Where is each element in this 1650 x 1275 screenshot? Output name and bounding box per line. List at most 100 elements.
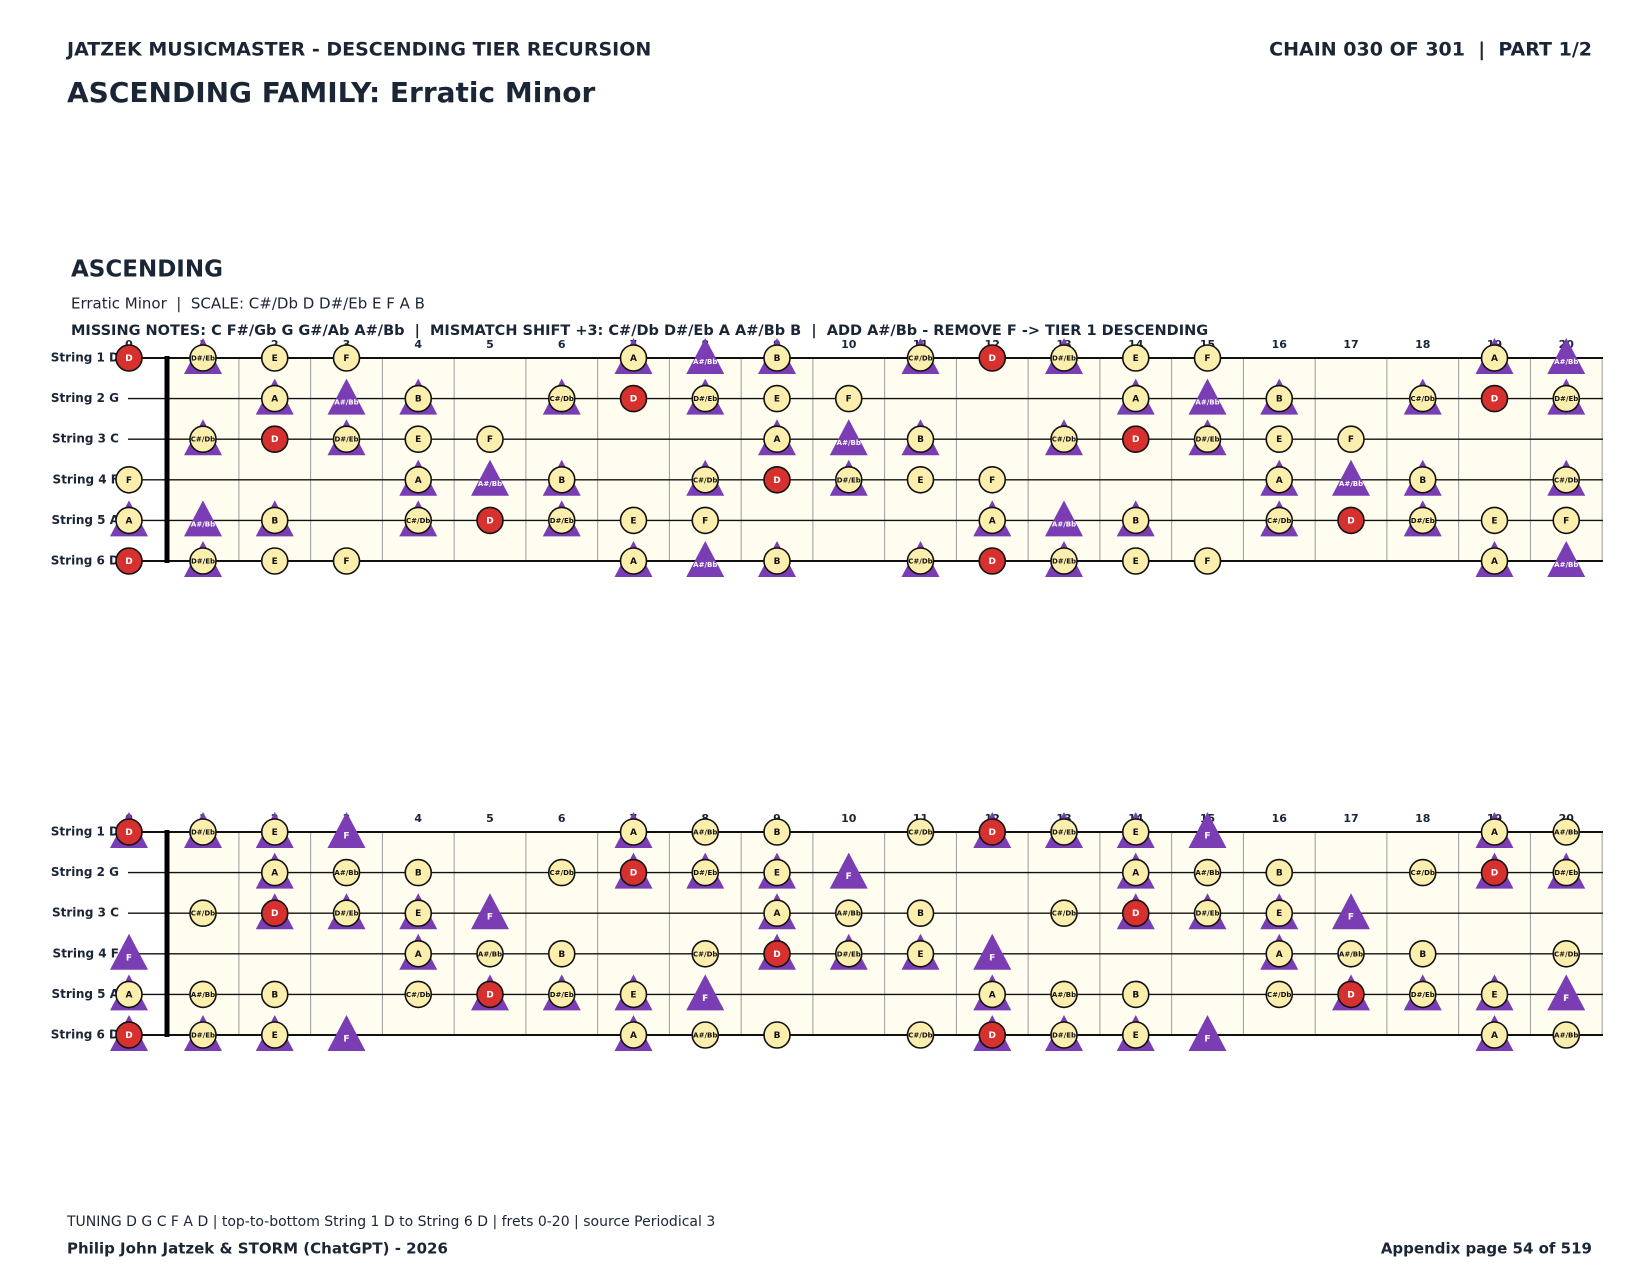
note-label: E <box>1491 990 1497 1000</box>
note-label: C#/Db <box>908 355 932 363</box>
note-label: E <box>917 950 923 960</box>
note: D <box>110 812 148 848</box>
note-label: D <box>271 435 278 445</box>
note: A#/Bb <box>1188 378 1227 415</box>
note-label: B <box>558 476 565 486</box>
note-label: E <box>415 435 421 445</box>
note-label: F <box>1204 354 1210 364</box>
note-circle <box>691 818 720 846</box>
note: D <box>260 425 289 454</box>
note: E <box>404 425 433 454</box>
note-label: B <box>558 950 565 960</box>
note-triangle <box>471 459 509 496</box>
note-label: D#/Eb <box>1052 355 1076 363</box>
note: D <box>110 1015 148 1051</box>
note-label: F <box>702 994 708 1004</box>
note-circle <box>763 858 791 887</box>
note-label: B <box>774 354 781 364</box>
note-label: F <box>343 832 349 842</box>
note-label: B <box>271 516 278 526</box>
note: A <box>614 338 653 374</box>
note-label: A#/Bb <box>837 910 861 918</box>
note-label: A#/Bb <box>1554 561 1578 569</box>
note-label: A <box>1276 476 1283 486</box>
note-label: D <box>989 1031 996 1041</box>
note-circle <box>619 858 648 887</box>
note-circle <box>260 980 289 1009</box>
note-circle <box>691 858 720 887</box>
note-label: E <box>272 354 278 364</box>
note: C#/Db <box>906 1021 935 1049</box>
note: E <box>1475 974 1514 1011</box>
note-circle <box>978 1021 1007 1049</box>
note-circle <box>189 818 217 846</box>
note-label: B <box>1419 950 1426 960</box>
note-label: A#/Bb <box>1052 520 1076 528</box>
note: B <box>399 378 438 415</box>
note: F <box>1193 344 1222 372</box>
note-label: E <box>1491 516 1497 526</box>
fret-number: 18 <box>1415 338 1430 351</box>
footer-page: Appendix page 54 of 519 <box>1381 1240 1592 1258</box>
string-label: String 3 C <box>52 906 119 920</box>
note-label: E <box>272 557 278 567</box>
note: D <box>1121 425 1150 454</box>
note: A#/Bb <box>1193 858 1222 887</box>
note: E <box>1265 425 1294 454</box>
note-label: B <box>271 990 278 1000</box>
note-circle <box>1480 547 1509 575</box>
note: D <box>973 1015 1012 1051</box>
note: E <box>260 344 289 372</box>
note-circle <box>189 899 217 928</box>
note-label: A#/Bb <box>693 1032 717 1040</box>
note-label: A#/Bb <box>1554 1032 1578 1040</box>
note-circle <box>1265 465 1294 494</box>
note: A <box>973 500 1012 537</box>
note: C#/Db <box>547 858 576 887</box>
note: D#/Eb <box>184 338 222 374</box>
note-label: B <box>415 395 422 405</box>
note-triangle <box>686 338 725 374</box>
note: D#/Eb <box>1188 893 1227 930</box>
note-label: F <box>989 953 995 963</box>
note-label: A <box>126 990 133 1000</box>
footer-note: TUNING D G C F A D | top-to-bottom Strin… <box>66 1214 715 1230</box>
note: E <box>1116 812 1155 848</box>
note-triangle <box>327 812 366 848</box>
note-label: A#/Bb <box>1339 950 1363 958</box>
note: E <box>1121 547 1150 575</box>
note-label: C#/Db <box>1554 950 1578 958</box>
note-circle <box>1480 344 1509 372</box>
note-label: F <box>846 872 852 882</box>
note: D <box>1332 974 1370 1011</box>
note: D#/Eb <box>1045 1015 1083 1051</box>
note: A#/Bb <box>327 378 366 415</box>
note-label: D#/Eb <box>693 395 717 403</box>
note: A#/Bb <box>691 1021 720 1049</box>
note-label: A <box>1491 354 1498 364</box>
note-circle <box>691 384 720 413</box>
note-label: F <box>1348 913 1354 923</box>
note: D <box>115 344 143 372</box>
note-circle <box>1193 547 1222 575</box>
note-circle <box>189 980 217 1009</box>
note: C#/Db <box>542 378 581 415</box>
note: A <box>1260 933 1299 970</box>
note: C#/Db <box>906 818 935 846</box>
note-circle <box>1408 384 1437 413</box>
note-circle <box>547 384 576 413</box>
note: C#/Db <box>184 419 222 456</box>
note-label: E <box>1133 828 1139 838</box>
note: B <box>542 459 581 496</box>
note-circle <box>1265 980 1294 1009</box>
note-label: B <box>774 1031 781 1041</box>
fret-number: 10 <box>841 812 857 825</box>
note: B <box>1121 980 1150 1009</box>
note: E <box>255 1015 294 1051</box>
note-label: C#/Db <box>693 950 717 958</box>
note-circle <box>978 506 1007 535</box>
note: C#/Db <box>691 939 720 968</box>
note-label: C#/Db <box>1052 436 1076 444</box>
note-triangle <box>1547 974 1586 1011</box>
